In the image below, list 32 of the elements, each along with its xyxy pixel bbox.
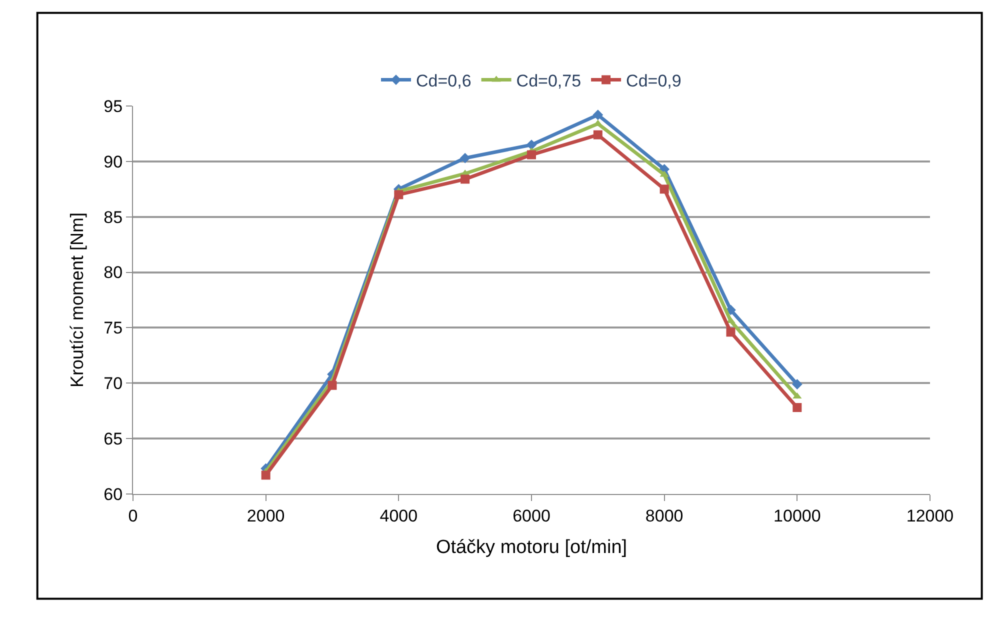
y-tick-label: 70 (104, 374, 123, 394)
x-tick-label: 10000 (774, 506, 821, 526)
point (593, 130, 602, 140)
y-tick-label: 85 (104, 208, 123, 227)
y-tick-label: 60 (104, 484, 123, 504)
y-tick-label: 95 (104, 96, 123, 116)
y-tick-label: 75 (104, 318, 123, 338)
legend-label: Cd=0,6 (416, 71, 472, 90)
point (792, 403, 802, 412)
y-tick-label: 65 (104, 430, 123, 449)
point (460, 152, 470, 164)
point (328, 380, 337, 390)
legend-label: Cd=0,9 (626, 71, 682, 90)
y-tick-label: 90 (104, 152, 123, 172)
x-tick-label: 4000 (380, 506, 418, 526)
point (460, 174, 470, 184)
point (527, 150, 536, 160)
legend-label: Cd=0,75 (516, 71, 582, 90)
y-axis-title: Kroutící moment [Nm] (66, 212, 87, 388)
x-tick-label: 2000 (246, 506, 285, 526)
x-tick-label: 8000 (645, 506, 684, 526)
x-tick-label: 12000 (906, 506, 954, 526)
y-tick-label: 80 (104, 263, 123, 282)
x-tick-label: 6000 (512, 506, 550, 526)
point (592, 110, 604, 120)
x-tick-label: 0 (128, 506, 138, 526)
point (726, 328, 736, 337)
x-axis-title: Otáčky motoru [ot/min] (436, 537, 628, 558)
point (394, 190, 404, 200)
point (660, 184, 669, 194)
point (792, 379, 802, 390)
point (261, 470, 270, 480)
